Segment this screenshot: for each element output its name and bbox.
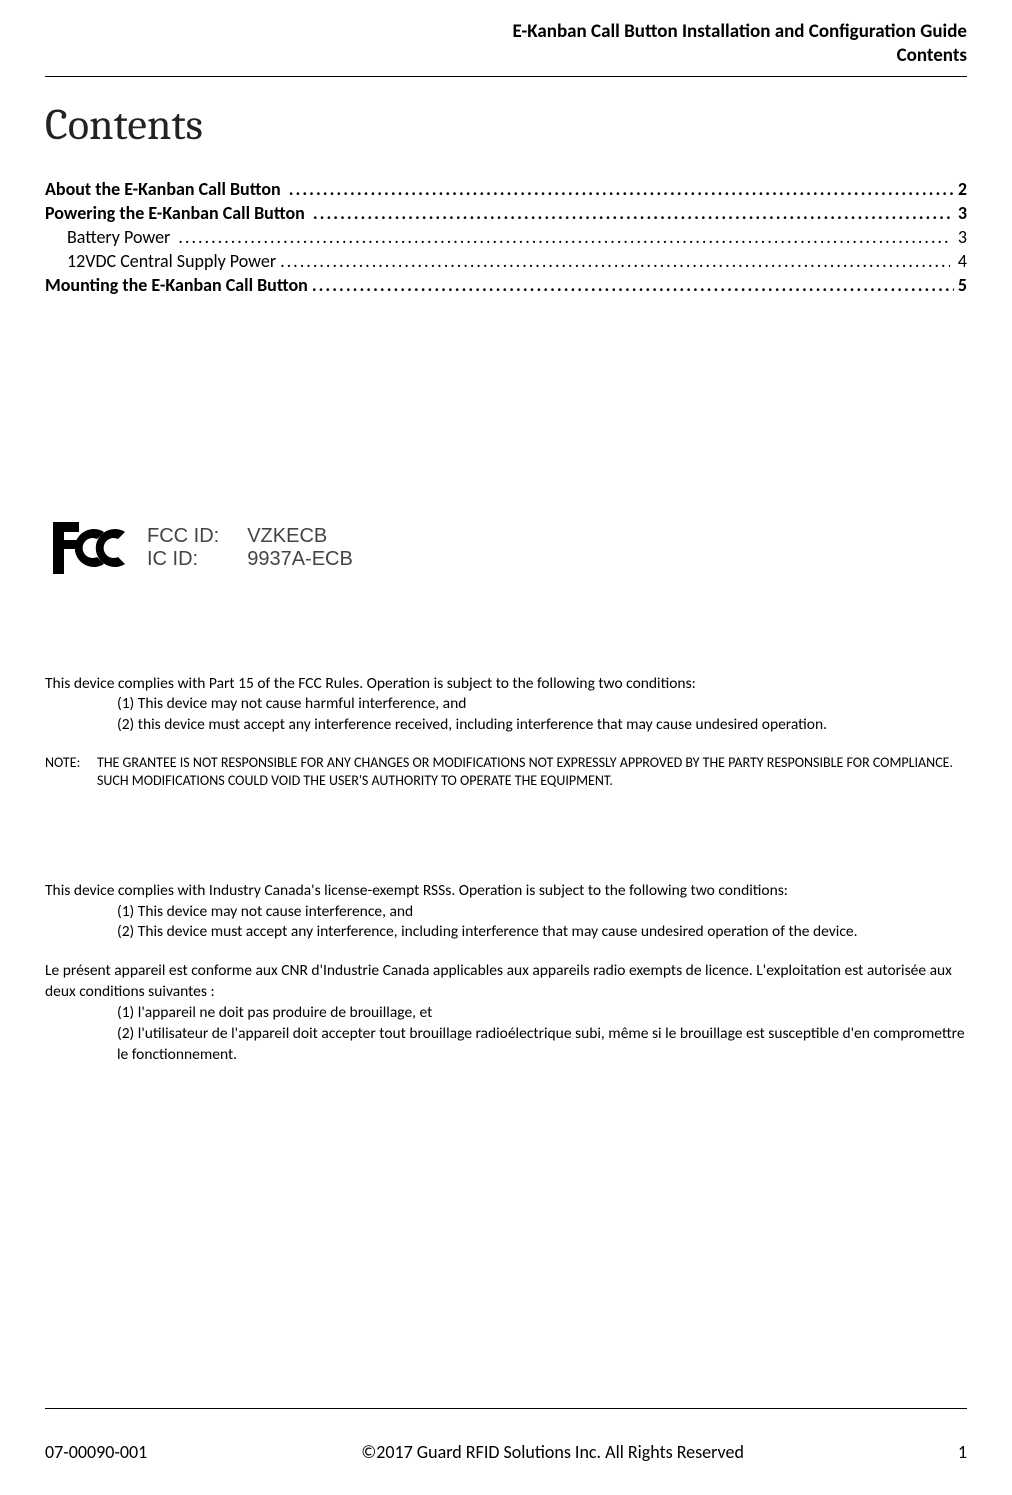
- toc-page: 3: [958, 202, 967, 224]
- page-footer: 07-00090-001 ©2017 Guard RFID Solutions …: [45, 1441, 967, 1463]
- toc-entry: 12VDC Central Supply Power 4: [45, 250, 967, 272]
- toc-page: 3: [958, 226, 967, 248]
- ic-condition-1-en: (1) This device may not cause interferen…: [45, 902, 967, 923]
- toc-label: 12VDC Central Supply Power: [67, 250, 276, 272]
- toc-page: 5: [958, 274, 967, 296]
- header-rule: [45, 76, 967, 77]
- fcc-id-value: VZKECB: [247, 525, 353, 548]
- ic-condition-2-en: (2) This device must accept any interfer…: [45, 922, 967, 943]
- ic-condition-1-fr: (1) l'appareil ne doit pas produire de b…: [45, 1003, 967, 1024]
- toc-leader: [313, 202, 954, 224]
- page: E-Kanban Call Button Installation and Co…: [0, 0, 1012, 1495]
- fcc-compliance-text: This device complies with Part 15 of the…: [45, 674, 967, 791]
- fcc-id-grid: FCC ID: VZKECB IC ID: 9937A-ECB: [147, 525, 353, 571]
- ic-id-value: 9937A-ECB: [247, 548, 353, 571]
- toc-label: About the E-Kanban Call Button: [45, 178, 281, 200]
- toc-label: Mounting the E-Kanban Call Button: [45, 274, 308, 296]
- fcc-note: NOTE: THE GRANTEE IS NOT RESPONSIBLE FOR…: [45, 754, 967, 790]
- page-header: E-Kanban Call Button Installation and Co…: [45, 20, 967, 68]
- ic-condition-2-fr: (2) l'utilisateur de l'appareil doit acc…: [45, 1024, 967, 1066]
- toc-entry: Battery Power 3: [45, 226, 967, 248]
- page-title: Contents: [45, 99, 967, 150]
- toc-label: Powering the E-Kanban Call Button: [45, 202, 305, 224]
- spacer: [45, 298, 967, 518]
- fcc-logo-block: FCC ID: VZKECB IC ID: 9937A-ECB: [51, 518, 967, 578]
- ic-id-label: IC ID:: [147, 548, 219, 571]
- footer-rule: [45, 1408, 967, 1409]
- header-section: Contents: [45, 44, 967, 68]
- fcc-logo-icon: [51, 518, 129, 578]
- footer-page-number: 1: [958, 1441, 967, 1463]
- toc-leader: [280, 250, 950, 272]
- toc-leader: [178, 226, 949, 248]
- header-title: E-Kanban Call Button Installation and Co…: [45, 20, 967, 44]
- toc-leader: [289, 178, 954, 200]
- fcc-note-label: NOTE:: [45, 754, 97, 790]
- footer-doc-number: 07-00090-001: [45, 1441, 147, 1463]
- ic-compliance-text: This device complies with Industry Canad…: [45, 881, 967, 1066]
- fcc-id-label: FCC ID:: [147, 525, 219, 548]
- toc-page: 2: [958, 178, 967, 200]
- toc-label: Battery Power: [67, 226, 170, 248]
- ic-intro-fr: Le présent appareil est conforme aux CNR…: [45, 961, 967, 1003]
- fcc-intro: This device complies with Part 15 of the…: [45, 674, 967, 695]
- toc-leader: [312, 274, 954, 296]
- fcc-condition-1: (1) This device may not cause harmful in…: [45, 694, 967, 715]
- fcc-note-body: THE GRANTEE IS NOT RESPONSIBLE FOR ANY C…: [97, 754, 967, 790]
- ic-intro-en: This device complies with Industry Canad…: [45, 881, 967, 902]
- table-of-contents: About the E-Kanban Call Button 2 Powerin…: [45, 178, 967, 296]
- toc-entry: Powering the E-Kanban Call Button 3: [45, 202, 967, 224]
- toc-page: 4: [958, 250, 967, 272]
- fcc-condition-2: (2) this device must accept any interfer…: [45, 715, 967, 736]
- toc-entry: Mounting the E-Kanban Call Button 5: [45, 274, 967, 296]
- toc-entry: About the E-Kanban Call Button 2: [45, 178, 967, 200]
- footer-copyright: ©2017 Guard RFID Solutions Inc. All Righ…: [361, 1441, 744, 1463]
